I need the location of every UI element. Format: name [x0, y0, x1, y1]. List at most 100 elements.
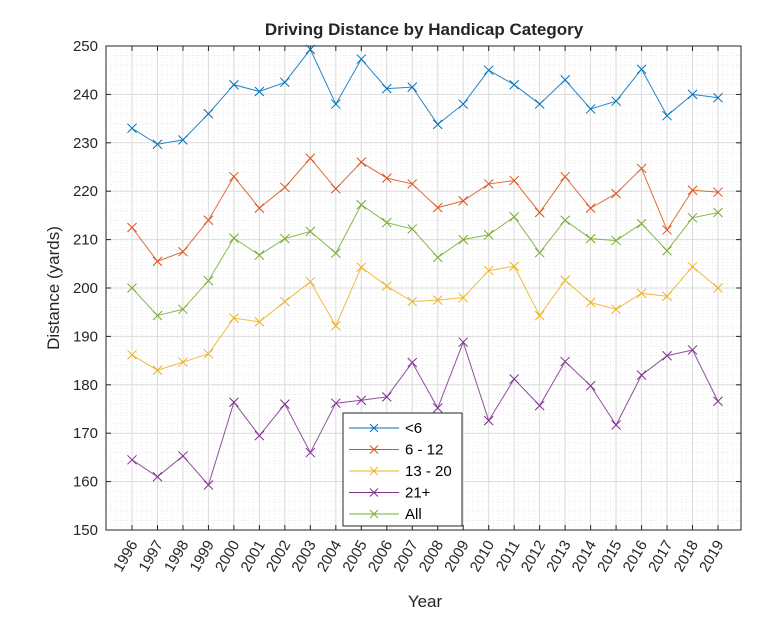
- series--6: [127, 44, 723, 150]
- series-21-: [127, 337, 723, 490]
- y-tick-label: 150: [73, 522, 98, 539]
- x-tick-label: 1996: [110, 538, 141, 575]
- x-marker-icon: [305, 153, 316, 164]
- x-marker-icon: [381, 281, 392, 291]
- y-tick-label: 220: [73, 183, 98, 200]
- x-marker-icon: [662, 110, 672, 121]
- x-marker-icon: [356, 157, 367, 168]
- x-marker-icon: [381, 83, 392, 94]
- x-marker-icon: [280, 399, 290, 410]
- y-axis-label: Distance (yards): [44, 226, 63, 350]
- x-marker-icon: [432, 252, 443, 263]
- x-marker-icon: [611, 188, 621, 199]
- x-marker-icon: [534, 207, 545, 218]
- x-marker-icon: [305, 226, 316, 237]
- x-tick-label: 2016: [620, 538, 651, 575]
- x-marker-icon: [356, 262, 367, 273]
- x-marker-icon: [178, 304, 188, 315]
- x-marker-icon: [254, 317, 265, 327]
- x-marker-icon: [509, 175, 520, 186]
- x-marker-icon: [407, 224, 418, 234]
- x-marker-icon: [585, 380, 596, 391]
- x-tick-label: 2014: [569, 538, 600, 575]
- x-marker-icon: [280, 296, 290, 307]
- x-marker-icon: [254, 203, 265, 213]
- x-marker-icon: [509, 374, 520, 384]
- y-tick-label: 160: [73, 474, 98, 491]
- x-marker-icon: [611, 235, 621, 246]
- x-marker-icon: [713, 396, 723, 407]
- x-tick-label: 2017: [645, 538, 676, 575]
- x-marker-icon: [330, 398, 341, 409]
- x-marker-icon: [458, 196, 469, 206]
- x-marker-icon: [636, 288, 647, 299]
- x-tick-label: 2007: [390, 538, 421, 575]
- x-marker-icon: [369, 445, 379, 454]
- x-marker-icon: [356, 395, 367, 406]
- x-marker-icon: [636, 163, 647, 174]
- series-line: [131, 48, 719, 145]
- legend-label: <6: [405, 420, 422, 437]
- x-marker-icon: [127, 123, 137, 134]
- x-marker-icon: [305, 447, 316, 458]
- x-marker-icon: [432, 295, 443, 305]
- x-marker-icon: [369, 488, 379, 497]
- x-marker-icon: [713, 187, 723, 198]
- x-marker-icon: [483, 65, 494, 76]
- legend-item: 21+: [349, 485, 431, 502]
- x-tick-label: 2015: [594, 538, 625, 575]
- x-marker-icon: [229, 313, 239, 323]
- x-marker-icon: [636, 64, 647, 75]
- x-marker-icon: [534, 310, 545, 321]
- x-marker-icon: [458, 234, 469, 245]
- x-marker-icon: [152, 471, 163, 482]
- x-tick-label: 1998: [161, 538, 192, 575]
- series-13-20: [127, 261, 723, 376]
- legend-label: 13 - 20: [405, 463, 452, 480]
- x-marker-icon: [127, 222, 137, 233]
- x-tick-label: 2019: [696, 538, 727, 575]
- x-marker-icon: [330, 320, 341, 331]
- series-line: [131, 204, 719, 317]
- x-marker-icon: [611, 420, 621, 430]
- x-marker-icon: [203, 275, 214, 286]
- x-tick-label: 2000: [212, 538, 243, 575]
- x-marker-icon: [254, 250, 265, 260]
- x-marker-icon: [483, 265, 494, 276]
- x-marker-icon: [407, 296, 418, 307]
- x-marker-icon: [585, 297, 596, 308]
- x-marker-icon: [203, 215, 214, 226]
- x-marker-icon: [662, 350, 672, 361]
- x-marker-icon: [280, 233, 290, 244]
- x-marker-icon: [713, 283, 723, 293]
- y-tick-label: 200: [73, 280, 98, 297]
- x-marker-icon: [407, 82, 418, 92]
- x-marker-icon: [330, 99, 341, 109]
- x-marker-icon: [687, 89, 698, 100]
- x-marker-icon: [152, 365, 163, 376]
- x-marker-icon: [534, 247, 545, 258]
- x-tick-label: 2001: [237, 538, 268, 575]
- x-tick-label: 2009: [441, 538, 472, 575]
- x-marker-icon: [636, 218, 647, 229]
- x-marker-icon: [458, 99, 469, 109]
- x-marker-icon: [687, 212, 698, 223]
- legend-item: <6: [349, 420, 422, 437]
- x-marker-icon: [483, 179, 494, 189]
- y-tick-label: 250: [73, 38, 98, 55]
- x-marker-icon: [687, 185, 698, 196]
- x-marker-icon: [560, 275, 570, 286]
- x-marker-icon: [432, 403, 443, 413]
- legend-box: [342, 412, 463, 527]
- x-marker-icon: [178, 357, 188, 367]
- x-marker-icon: [203, 348, 214, 359]
- x-marker-icon: [305, 44, 316, 55]
- x-marker-icon: [229, 171, 239, 182]
- x-marker-icon: [152, 256, 163, 267]
- x-marker-icon: [280, 77, 290, 88]
- x-marker-icon: [127, 349, 137, 360]
- series-line: [131, 340, 719, 486]
- x-marker-icon: [560, 171, 570, 182]
- x-marker-icon: [178, 135, 188, 145]
